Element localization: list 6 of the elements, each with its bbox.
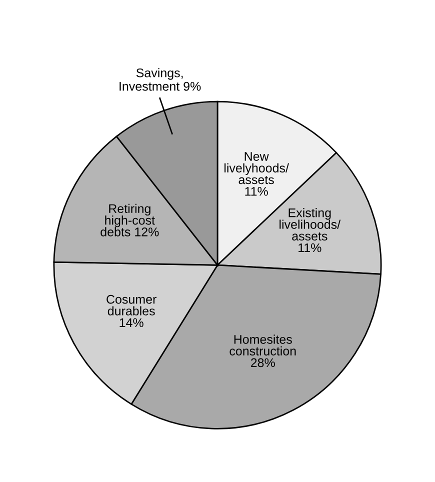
slice-label: Existing livelihoods/ assets 11%	[280, 208, 341, 252]
slice-label: Cosumer durables 14%	[106, 294, 156, 328]
slice-label: Retiring high-cost debts 12%	[100, 204, 159, 236]
slice-label: Savings, Investment 9%	[120, 68, 201, 91]
slice-label: Homesites construction 28%	[230, 334, 296, 368]
slice-label: New livelyhoods/ assets 11%	[224, 152, 289, 196]
